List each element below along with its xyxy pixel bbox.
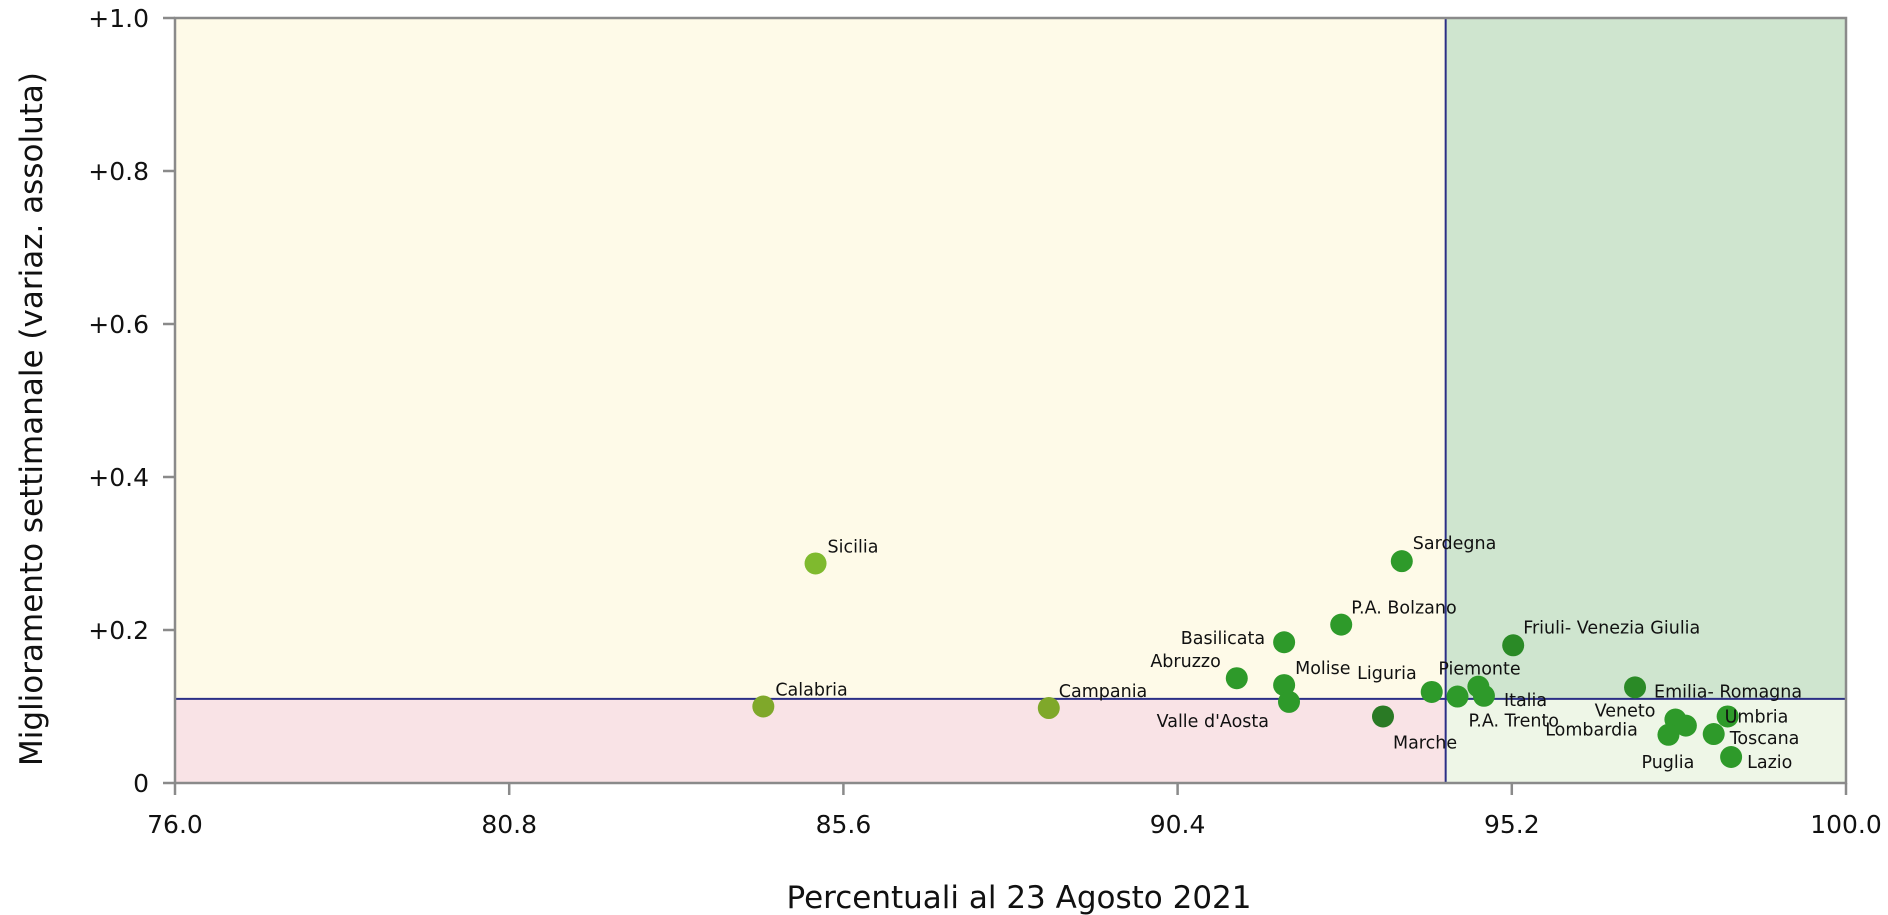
point-label: Campania [1059,682,1148,702]
point-label: Abruzzo [1150,652,1220,672]
point-label: Marche [1393,733,1457,753]
point-label: Sardegna [1413,534,1497,554]
point-labels: Sicilia Calabria Campania Sardegna P.A. Bolz… [775,534,1802,773]
data-point [1674,714,1697,737]
y-tick-label: +0.2 [88,616,149,645]
quadrant-backgrounds [175,18,1846,783]
data-points [752,550,1743,768]
point-label: Lombardia [1545,721,1638,741]
y-tick-label: 0 [133,769,149,798]
y-axis-title: Miglioramento settimanale (variaz. assol… [14,72,50,766]
point-label: Valle d'Aosta [1157,712,1269,732]
data-point [752,695,775,718]
data-point [1720,745,1743,768]
data-point [1472,684,1495,707]
data-point [1273,631,1296,654]
point-label: Toscana [1729,729,1800,749]
point-label: Basilicata [1181,629,1265,649]
x-tick-label: 76.0 [147,810,203,839]
data-point [1225,667,1248,690]
data-point [1716,705,1739,728]
y-tick-label: +0.6 [88,310,149,339]
quadrant-upper-left [175,18,1446,699]
x-tick-label: 100.0 [1810,810,1882,839]
x-tick-label: 80.8 [481,810,537,839]
y-tick-label: +0.8 [88,157,149,186]
point-label: Italia [1504,691,1547,711]
point-label: Umbria [1725,707,1789,727]
point-label: P.A. Bolzano [1351,599,1456,619]
data-point [804,552,827,575]
data-point [1390,550,1413,573]
data-point [1702,723,1725,746]
quadrant-lower-right [1445,698,1846,783]
x-tick-label: 95.2 [1484,810,1540,839]
data-point [1371,705,1394,728]
point-label: Liguria [1357,664,1417,684]
x-axis-title: Percentuali al 23 Agosto 2021 [787,880,1252,915]
data-point [1657,723,1680,746]
data-point [1330,613,1353,636]
point-label: P.A. Trento [1468,712,1559,732]
point-label: Emilia- Romagna [1654,682,1802,702]
x-tick-label: 90.4 [1150,810,1206,839]
point-label: Molise [1295,659,1350,679]
data-point [1502,634,1525,657]
data-point [1278,690,1300,713]
plot-frame [173,16,1848,785]
y-tick-label: +1.0 [88,4,149,33]
point-label: Veneto [1595,702,1656,722]
point-label: Calabria [775,681,847,701]
y-tick-label: +0.4 [88,463,149,492]
x-tick-label: 85.6 [816,810,872,839]
point-label: Puglia [1641,753,1694,773]
point-label: Lazio [1747,753,1792,773]
reference-lines [175,18,1846,783]
quadrant-upper-right [1445,18,1846,699]
point-label: Friuli- Venezia Giulia [1523,618,1700,638]
data-point [1624,676,1647,699]
data-point [1420,680,1443,703]
data-point [1446,685,1469,708]
y-axis: 0 +0.2 +0.4 +0.6 +0.8 +1.0 [88,4,175,798]
point-label: Piemonte [1438,660,1520,680]
x-axis: 76.0 80.8 85.6 90.4 95.2 100.0 [147,783,1882,839]
quadrant-lower-left [175,698,1446,783]
data-point [1037,697,1060,720]
point-label: Sicilia [828,537,879,557]
data-point [1273,674,1296,697]
